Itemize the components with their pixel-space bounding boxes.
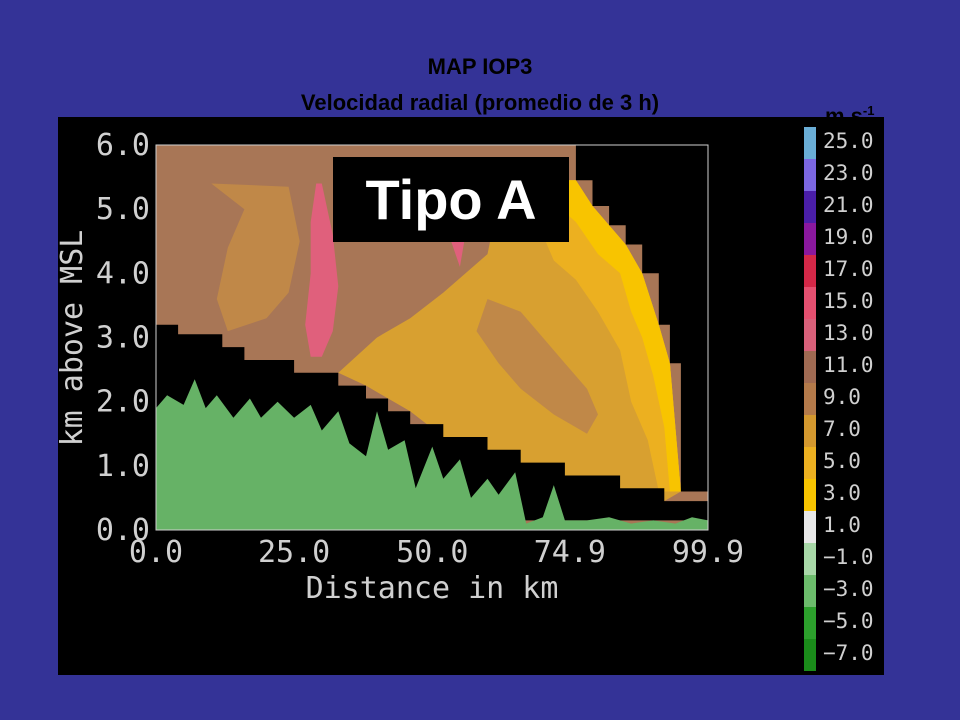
colorbar-swatch [804,351,816,383]
colorbar-swatch [804,447,816,479]
colorbar-label: 5.0 [823,449,861,473]
colorbar-swatch [804,639,816,671]
colorbar-label: 25.0 [823,129,874,153]
y-tick-label: 6.0 [96,128,150,163]
colorbar-swatch [804,607,816,639]
colorbar-label: 1.0 [823,513,861,537]
colorbar-swatch [804,479,816,511]
y-tick-label: 3.0 [96,321,150,356]
direction-left-label: NNW [121,588,181,616]
colorbar-swatch [804,415,816,447]
units-exponent: -1 [862,103,875,118]
colorbar-label: 21.0 [823,193,874,217]
direction-right-label: RADAR [662,588,753,616]
y-tick-labels: 0.0 1.0 2.0 3.0 4.0 5.0 6.0 [96,128,150,548]
colorbar-swatch [804,127,816,159]
region-no-data-top-right [575,145,708,492]
units-label: m s-1 [825,103,874,129]
x-tick-label: 25.0 [258,535,330,570]
region-terrain [156,379,708,530]
colorbar-swatch [804,287,816,319]
region-band-3 [520,180,681,492]
colorbar-swatch [804,191,816,223]
colorbar-swatch [804,255,816,287]
colorbar-label: 15.0 [823,289,874,313]
heatmap-regions [156,145,708,530]
colorbar-label: 11.0 [823,353,874,377]
colorbar-label: 3.0 [823,481,861,505]
region-band-9b [476,299,598,434]
colorbar-label: 19.0 [823,225,874,249]
region-band-9 [211,183,300,332]
colorbar-label: 23.0 [823,161,874,185]
y-tick-label: 2.0 [96,385,150,420]
region-band-5 [509,180,681,492]
colorbar-label: −7.0 [823,641,874,665]
colorbar-label: 9.0 [823,385,861,409]
x-tick-label: 0.0 [129,535,183,570]
x-tick-label: 50.0 [396,535,468,570]
chart-subtitle: Velocidad radial (promedio de 3 h) [300,90,660,115]
colorbar-swatch [804,575,816,607]
x-tick-labels: 0.0 25.0 50.0 74.9 99.9 [129,535,744,570]
colorbar-swatch [804,383,816,415]
y-axis-label: km above MSL [55,230,90,447]
y-tick-label: 1.0 [96,449,150,484]
colorbar-label: 17.0 [823,257,874,281]
plot-frame [155,144,709,531]
colorbar-swatch [804,223,816,255]
colorbar: 25.0 23.0 21.0 19.0 17.0 15.0 13.0 11.0 9.0 7.0 5.… [804,127,874,671]
colorbar-label: −5.0 [823,609,874,633]
chart-title: MAP IOP3 [427,54,533,79]
units-base: m s [825,103,863,129]
y-tick-label: 5.0 [96,192,150,227]
x-tick-label: 99.9 [672,535,744,570]
colorbar-label: 7.0 [823,417,861,441]
y-tick-label: 4.0 [96,256,150,291]
type-annotation: Tipo A [333,157,569,242]
colorbar-swatch [804,159,816,191]
colorbar-swatch [804,319,816,351]
colorbar-label: −1.0 [823,545,874,569]
colorbar-swatch [804,511,816,543]
plot-border [155,144,709,531]
colorbar-label: 13.0 [823,321,874,345]
region-band-13 [305,183,339,357]
colorbar-label: −3.0 [823,577,874,601]
x-axis-label: Distance in km [306,571,559,606]
colorbar-swatch [804,543,816,575]
y-tick-label: 0.0 [96,513,150,548]
x-tick-label: 74.9 [534,535,606,570]
